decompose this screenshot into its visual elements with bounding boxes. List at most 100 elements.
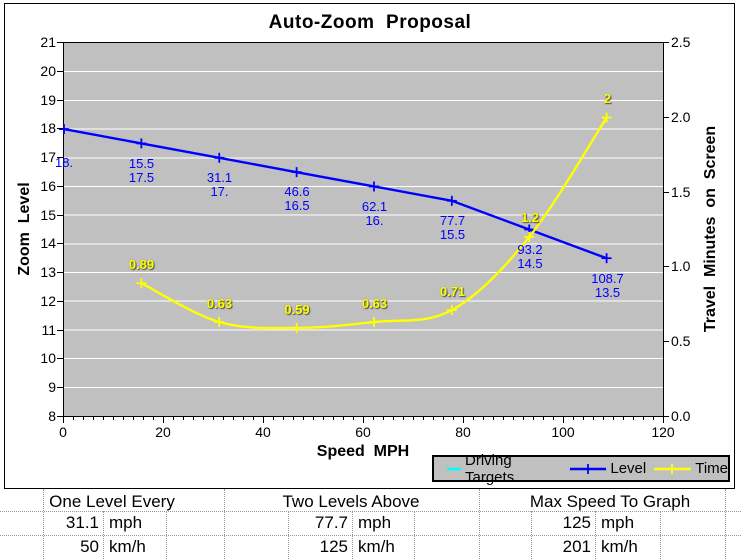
x-minor-tick	[613, 416, 614, 420]
data-label-time: 1.2	[520, 210, 540, 226]
y-left-tick	[57, 99, 63, 101]
x-minor-tick	[483, 416, 484, 420]
sheet-gridline	[531, 511, 532, 559]
y-right-tick-label: 2.5	[671, 34, 691, 50]
x-minor-tick	[323, 416, 324, 420]
y-axis-right-title[interactable]: Travel Minutes on Screen	[702, 125, 719, 333]
table-cell-value[interactable]: 125	[562, 513, 591, 532]
x-minor-tick	[343, 416, 344, 420]
y-right-tick	[663, 266, 669, 268]
x-minor-tick	[653, 416, 654, 420]
sheet-gridline	[414, 511, 415, 559]
x-major-tick	[63, 416, 64, 423]
y-left-tick-label: 16	[40, 177, 56, 194]
sheet-gridline	[352, 511, 353, 559]
y-right-tick	[663, 341, 669, 343]
y-left-tick-label: 8	[48, 408, 56, 424]
x-tick-label: 100	[551, 424, 575, 440]
x-minor-tick	[273, 416, 274, 420]
table-cell-value[interactable]: 31.1	[65, 513, 99, 532]
x-minor-tick	[373, 416, 374, 420]
table-header-max-speed-to-graph[interactable]: Max Speed To Graph	[529, 492, 691, 511]
y-right-tick	[663, 416, 669, 417]
sheet-gridline	[224, 489, 225, 559]
x-minor-tick	[133, 416, 134, 420]
sheet-gridline	[288, 511, 289, 559]
x-minor-tick	[353, 416, 354, 420]
sheet-gridline	[725, 489, 726, 559]
x-minor-tick	[123, 416, 124, 420]
table-cell-unit[interactable]: km/h	[601, 537, 638, 556]
data-label-level: 31.1 17.	[206, 170, 233, 200]
table-header-one-level-every[interactable]: One Level Every	[49, 492, 175, 511]
table-cell-unit[interactable]: mph	[358, 513, 392, 532]
x-minor-tick	[443, 416, 444, 420]
legend-item-driving-targets[interactable]: Driving Targets	[465, 451, 515, 486]
x-minor-tick	[513, 416, 514, 420]
x-tick-label: 120	[651, 424, 675, 440]
y-left-tick	[57, 185, 63, 187]
legend-marker-time-icon	[654, 463, 692, 475]
x-minor-tick	[183, 416, 184, 420]
table-cell-unit[interactable]: mph	[109, 513, 143, 532]
x-minor-tick	[143, 416, 144, 420]
chart-title[interactable]: Auto-Zoom Proposal	[268, 12, 472, 33]
data-label-level: 62.1 16.	[361, 198, 388, 228]
table-cell-value[interactable]: 125	[319, 537, 348, 556]
y-axis-left-title[interactable]: Zoom Level	[16, 182, 33, 276]
y-left-tick-label: 10	[40, 350, 56, 367]
plot-area[interactable]: 18. 15.5 17.5 31.1 17. 46.6 16.5 62.1 16. 77.7 15.…	[55, 42, 664, 417]
table-cell-unit[interactable]: mph	[601, 513, 635, 532]
y-right-tick-label: 1.0	[671, 258, 691, 275]
y-left-tick	[57, 272, 63, 274]
x-minor-tick	[643, 416, 644, 420]
y-left-tick-label: 17	[40, 149, 56, 166]
y-left-tick-label: 9	[48, 379, 56, 396]
y-left-tick-label: 20	[40, 62, 56, 79]
x-minor-tick	[243, 416, 244, 420]
x-minor-tick	[253, 416, 254, 420]
legend-item-time[interactable]: Time	[695, 460, 728, 477]
data-label-time: 0.89	[128, 256, 155, 272]
legend[interactable]: Driving Targets Level Time	[432, 452, 730, 486]
sheet-gridline	[0, 535, 741, 536]
x-minor-tick	[583, 416, 584, 420]
x-minor-tick	[193, 416, 194, 420]
table-cell-value[interactable]: 77.7	[314, 513, 348, 532]
legend-item-level[interactable]: Level	[610, 460, 647, 477]
table-cell-unit[interactable]: km/h	[358, 537, 395, 556]
y-left-tick-label: 12	[40, 292, 56, 309]
y-left-tick-label: 11	[41, 321, 56, 338]
x-minor-tick	[433, 416, 434, 420]
x-minor-tick	[293, 416, 294, 420]
sheet-gridline	[166, 511, 167, 559]
data-label-time: 0.63	[206, 295, 233, 311]
y-left-tick	[57, 70, 63, 72]
y-left-tick-label: 15	[40, 206, 56, 223]
x-minor-tick	[333, 416, 334, 420]
chart-object[interactable]: Auto-Zoom Proposal 18. 15.5 17.5 31.1 17. 46.…	[4, 3, 735, 489]
x-tick-label: 40	[255, 424, 271, 440]
x-major-tick	[363, 416, 364, 423]
x-axis-title[interactable]: Speed MPH	[316, 443, 410, 460]
x-minor-tick	[213, 416, 214, 420]
x-minor-tick	[523, 416, 524, 420]
table-cell-value[interactable]: 201	[562, 537, 591, 556]
series-line-level[interactable]	[63, 127, 608, 260]
x-minor-tick	[73, 416, 74, 420]
y-left-tick	[57, 243, 63, 245]
data-label-time: 0.71	[439, 283, 466, 299]
y-left-tick	[57, 42, 63, 43]
x-minor-tick	[503, 416, 504, 420]
y-right-tick	[663, 191, 669, 193]
y-left-tick	[57, 329, 63, 331]
x-minor-tick	[423, 416, 424, 420]
x-tick-label: 0	[59, 424, 67, 440]
table-cell-unit[interactable]: km/h	[109, 537, 146, 556]
x-minor-tick	[473, 416, 474, 420]
table-cell-value[interactable]: 50	[80, 537, 99, 556]
x-minor-tick	[543, 416, 544, 420]
data-label-level: 77.7 15.5	[439, 213, 466, 243]
table-header-two-levels-above[interactable]: Two Levels Above	[282, 492, 420, 511]
